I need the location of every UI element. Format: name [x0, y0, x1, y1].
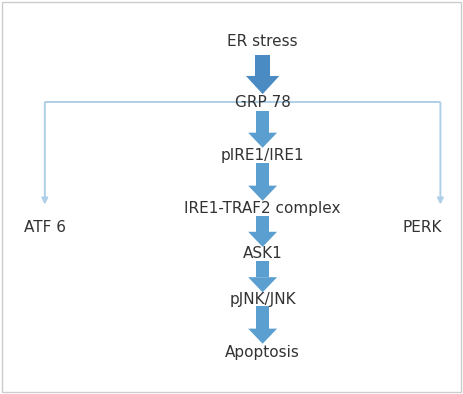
Polygon shape [257, 306, 269, 329]
Text: ER stress: ER stress [227, 34, 298, 49]
Text: pJNK/JNK: pJNK/JNK [229, 292, 296, 307]
Polygon shape [248, 232, 277, 247]
Text: pIRE1/IRE1: pIRE1/IRE1 [221, 148, 305, 163]
Text: GRP 78: GRP 78 [235, 95, 291, 110]
Polygon shape [257, 216, 269, 232]
Polygon shape [248, 186, 277, 201]
Polygon shape [248, 277, 277, 292]
Polygon shape [255, 55, 270, 76]
Polygon shape [257, 111, 269, 133]
Text: Apoptosis: Apoptosis [225, 345, 300, 360]
Polygon shape [246, 76, 279, 94]
Text: ATF 6: ATF 6 [24, 220, 66, 235]
Polygon shape [257, 260, 269, 277]
Polygon shape [248, 133, 277, 148]
Text: PERK: PERK [403, 220, 442, 235]
Polygon shape [248, 329, 277, 344]
Polygon shape [257, 163, 269, 186]
Text: IRE1-TRAF2 complex: IRE1-TRAF2 complex [184, 201, 341, 216]
Text: ASK1: ASK1 [243, 246, 282, 261]
